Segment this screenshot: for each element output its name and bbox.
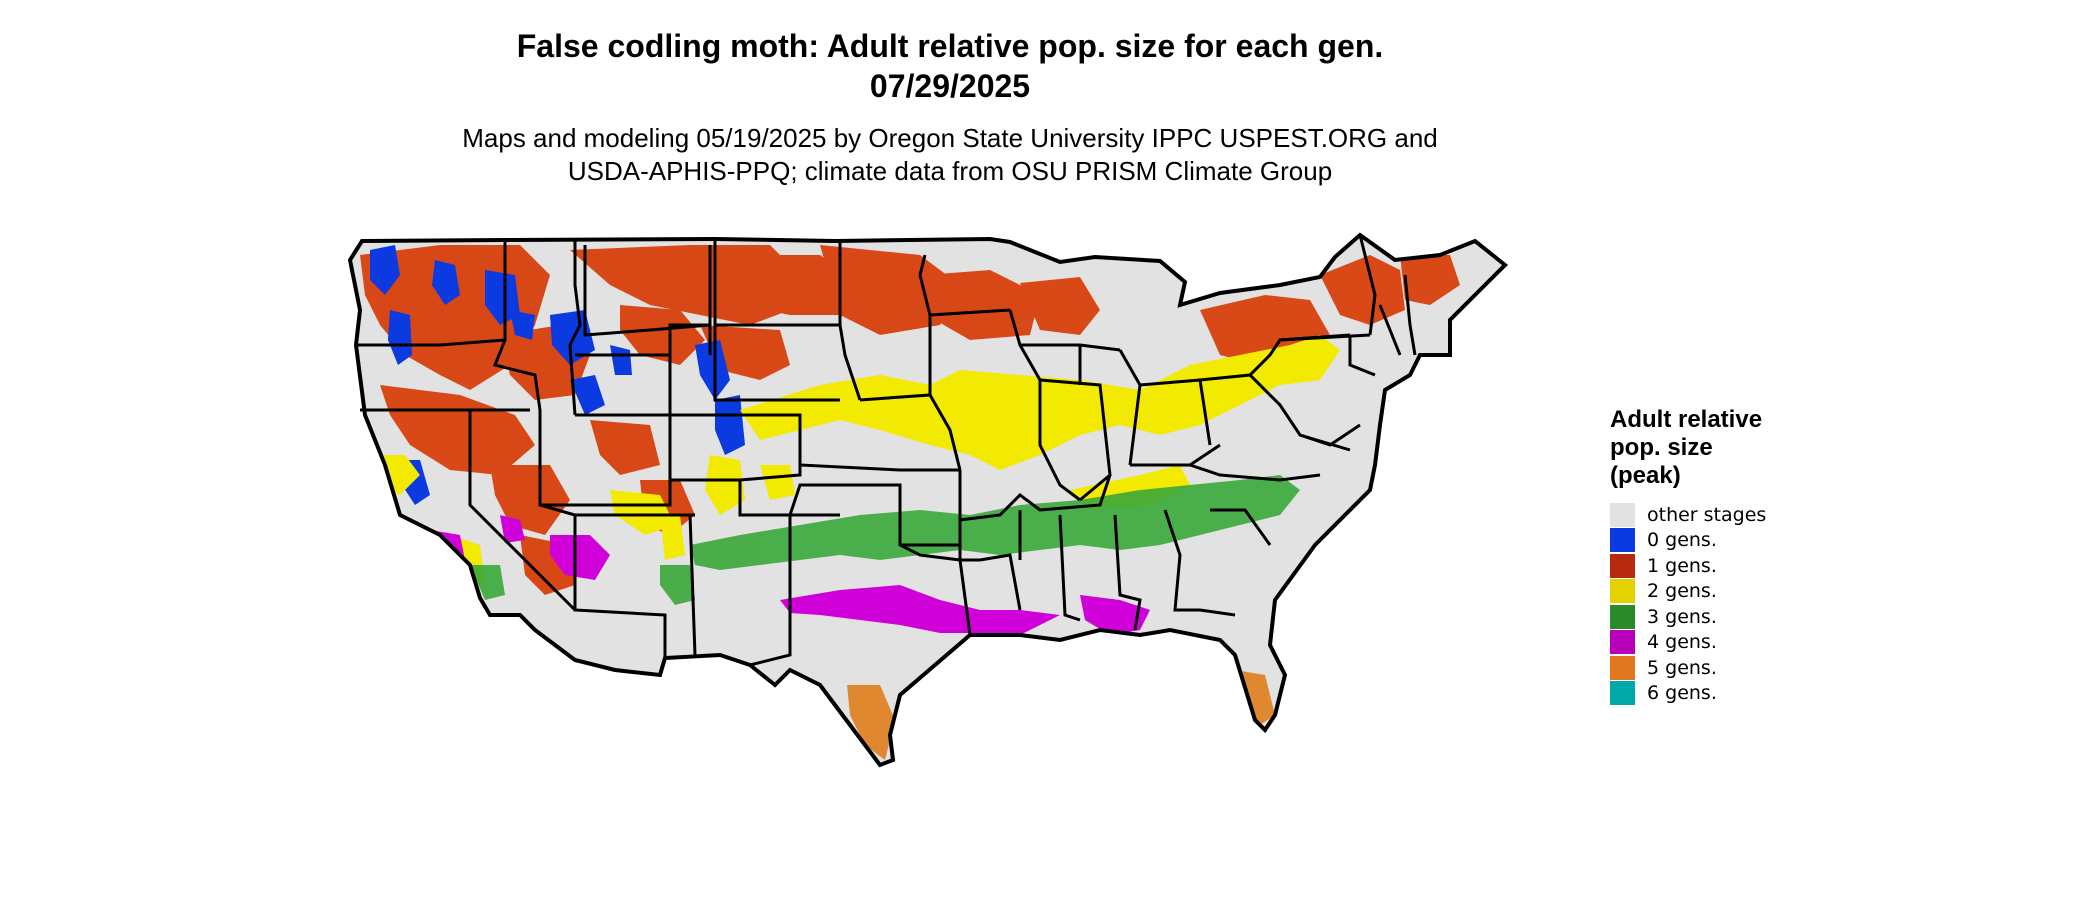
zone-6-gen — [1245, 728, 1257, 736]
legend-swatch — [1610, 655, 1635, 680]
map-credits-line1: Maps and modeling 05/19/2025 by Oregon S… — [462, 123, 1438, 153]
legend-swatch — [1610, 579, 1635, 604]
legend-label: 2 gens. — [1647, 580, 1717, 603]
legend-item-4-gens: 4 gens. — [1610, 630, 1850, 656]
legend-swatch — [1610, 502, 1635, 527]
legend-item-other-stages: other stages — [1610, 502, 1850, 528]
state-borders — [347, 232, 1508, 768]
legend-title-line: pop. size — [1610, 434, 1713, 461]
us-outline — [347, 232, 1508, 768]
legend-swatch — [1610, 630, 1635, 655]
map-date: 07/29/2025 — [869, 68, 1031, 104]
legend-swatch — [1610, 681, 1635, 706]
legend-label: 4 gens. — [1647, 631, 1717, 654]
legend-item-3-gens: 3 gens. — [1610, 604, 1850, 630]
legend-item-5-gens: 5 gens. — [1610, 655, 1850, 681]
legend-swatch — [1610, 528, 1635, 553]
map-title: False codling moth: Adult relative pop. … — [516, 28, 1384, 64]
legend-swatch — [1610, 604, 1635, 629]
legend-item-6-gens: 6 gens. — [1610, 681, 1850, 707]
us-map — [347, 232, 1508, 768]
legend-title-line: Adult relative — [1610, 406, 1763, 433]
legend-title: Adult relative pop. size (peak) — [1610, 406, 1850, 490]
legend-label: 6 gens. — [1647, 682, 1717, 705]
map-credits-line2: USDA-APHIS-PPQ; climate data from OSU PR… — [567, 156, 1333, 186]
legend-list: other stages 0 gens. 1 gens. 2 gens. 3 g… — [1610, 502, 1850, 706]
legend-title-line: (peak) — [1610, 462, 1681, 489]
legend-swatch — [1610, 553, 1635, 578]
legend-item-1-gens: 1 gens. — [1610, 553, 1850, 579]
legend-item-0-gens: 0 gens. — [1610, 528, 1850, 554]
zone-4-gen — [430, 515, 1150, 635]
legend: Adult relative pop. size (peak) other st… — [1610, 406, 1850, 706]
legend-label: 1 gens. — [1647, 554, 1717, 577]
legend-label: 0 gens. — [1647, 529, 1717, 552]
legend-label: 3 gens. — [1647, 605, 1717, 628]
zone-3-gen — [470, 475, 1300, 605]
legend-item-2-gens: 2 gens. — [1610, 579, 1850, 605]
legend-label: 5 gens. — [1647, 656, 1717, 679]
legend-label: other stages — [1647, 503, 1767, 526]
